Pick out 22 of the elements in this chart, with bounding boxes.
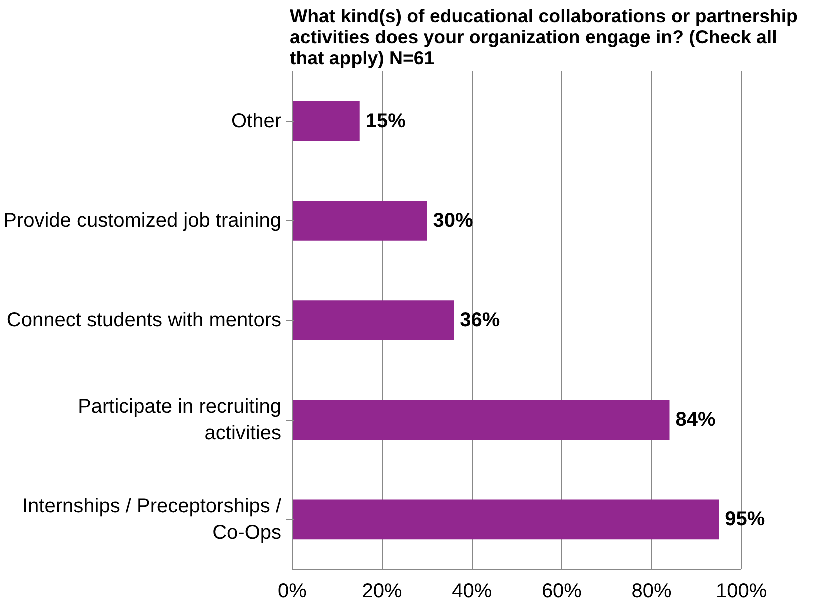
bar [292, 101, 360, 142]
bar [292, 300, 454, 340]
data-label: 30% [433, 210, 474, 232]
bar [292, 400, 670, 440]
x-tick-label: 80% [632, 580, 672, 602]
data-label: 15% [366, 110, 406, 132]
data-label: 95% [725, 508, 766, 531]
y-tick-label: Provide customized job training [4, 210, 282, 232]
data-label: 84% [676, 409, 716, 432]
bar [292, 500, 720, 540]
y-tick-label: Connect students with mentors [6, 310, 282, 332]
x-tick-label: 20% [362, 580, 403, 602]
chart-title: What kind(s) of educational collaborations or partnership activities does your organization engage in? (Check all that apply) N=61 [290, 6, 798, 68]
data-label: 36% [460, 310, 500, 332]
x-tick-label: 0% [278, 580, 308, 602]
x-tick-label: 40% [452, 580, 492, 602]
x-tick-label: 100% [716, 580, 768, 602]
y-tick-label: Participate in recruiting activities [78, 396, 282, 444]
y-tick-label: Other [231, 110, 282, 132]
x-tick-label: 60% [542, 580, 582, 602]
y-tick-label: Internships / Preceptorships / Co-Ops [22, 496, 282, 544]
bar [292, 200, 428, 241]
